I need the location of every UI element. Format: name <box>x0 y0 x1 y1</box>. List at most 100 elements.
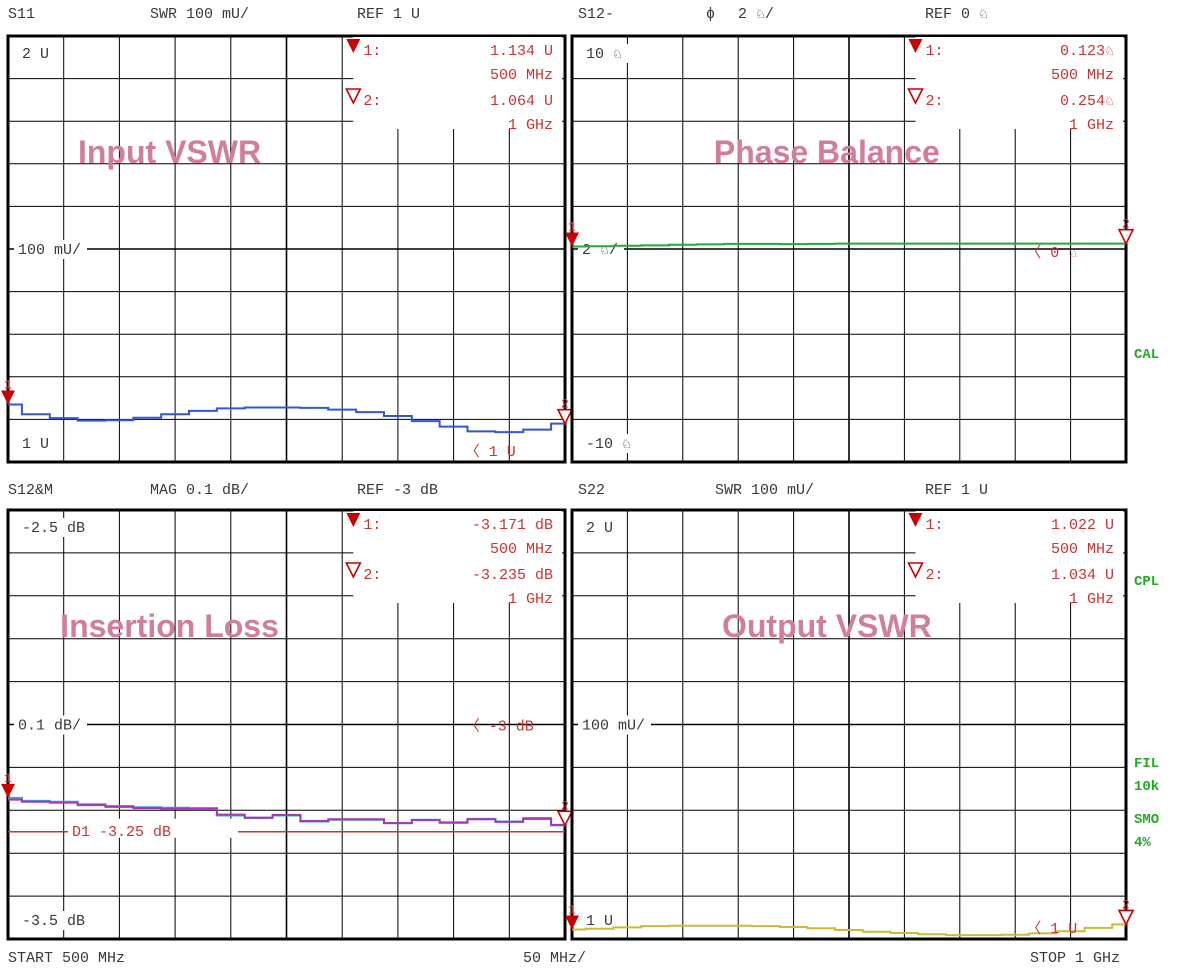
trace-marker-2-label: 2 <box>1122 217 1130 232</box>
trace-marker-2 <box>1117 909 1135 927</box>
scale-top-label: 2 U <box>22 46 49 63</box>
marker-id-label: 1: <box>363 43 381 60</box>
marker-freq: 500 MHz <box>490 67 553 84</box>
trace-marker-1-label: 1 <box>568 219 576 234</box>
scale-bottom-label: -10 ♘ <box>586 436 631 453</box>
marker-id-label: 2: <box>363 93 381 110</box>
trace-format-label: SWR 100 mU/ <box>715 482 814 499</box>
marker-value: 1.064 U <box>490 93 553 110</box>
scale-division-label: 0.1 dB/ <box>18 718 81 735</box>
marker-freq: 500 MHz <box>1051 67 1114 84</box>
marker-value: -3.235 dB <box>472 567 553 584</box>
chart-panel-3: S12&M MAG 0.1 dB/REF -3 dB -2.5 dB 0.1 dB/ -… <box>1 482 574 941</box>
marker-1-icon <box>908 39 923 53</box>
trace-param-label: S22 <box>578 482 605 499</box>
trace-marker-2-label: 2 <box>561 798 569 813</box>
trace-marker-1-label: 1 <box>4 377 12 392</box>
marker-freq: 1 GHz <box>1069 117 1114 134</box>
chart-panel-2: S12- ϕ 2 ♘/ REF 0 ♘ 10 ♘ 2 ♘/ -10 ♘ Phase Balan… <box>565 6 1135 464</box>
scale-division-label: 2 ♘/ <box>582 242 618 259</box>
trace-ref-label: REF 1 U <box>357 6 420 23</box>
ref-level-indicator: 〈 1 U <box>465 443 516 461</box>
scale-bottom-label-bg <box>582 911 619 930</box>
chart-title: Phase Balance <box>714 134 940 170</box>
trace-marker-2-label: 2 <box>561 397 569 412</box>
scale-top-label-bg <box>582 44 628 63</box>
scale-bottom-label-bg <box>582 434 637 453</box>
scale-division-label-bg <box>578 240 624 259</box>
marker-1-icon <box>908 513 923 527</box>
trace-marker-1 <box>1 783 15 798</box>
marker-freq: 1 GHz <box>508 591 553 608</box>
marker-1-icon <box>346 39 361 53</box>
trace-marker-2 <box>1117 228 1135 246</box>
scale-top-label-bg <box>18 518 91 537</box>
trace-line-1 <box>8 403 565 434</box>
marker-freq: 500 MHz <box>1051 541 1114 558</box>
marker-value: 0.254♘ <box>1060 93 1114 110</box>
trace-ref-label: REF 1 U <box>925 482 988 499</box>
marker-freq: 1 GHz <box>1069 591 1114 608</box>
marker-2-icon <box>907 562 924 579</box>
marker-readout-bg <box>353 511 562 603</box>
scale-bottom-label-bg <box>18 434 55 453</box>
marker-id-label: 2: <box>925 93 943 110</box>
marker-1-icon <box>346 513 361 527</box>
scale-division-label-bg <box>14 240 87 259</box>
trace-marker-1-label: 1 <box>4 771 12 786</box>
trace-ref-label: REF -3 dB <box>357 482 438 499</box>
chart-panel-4: S22 SWR 100 mU/REF 1 U 2 U 100 mU/1 U Output… <box>565 482 1135 941</box>
ref-level-indicator: 〈 1 U <box>1026 920 1077 938</box>
marker-readout-bg <box>915 511 1123 603</box>
scale-top-label: 10 ♘ <box>586 46 622 63</box>
scale-top-label-bg <box>18 44 55 63</box>
ref-level-indicator: 〈 0 ♘ <box>1026 244 1077 262</box>
chart-title: Input VSWR <box>78 134 261 170</box>
frequency-division-label: 50 MHz/ <box>523 950 586 967</box>
marker-2-icon <box>907 88 924 105</box>
trace-marker-1 <box>565 232 579 247</box>
scale-division-label-bg <box>578 715 651 735</box>
trace-line-1 <box>572 923 1126 937</box>
scale-division-label: 100 mU/ <box>18 242 81 259</box>
scale-top-label: 2 U <box>586 520 613 537</box>
trace-line-1 <box>572 242 1126 248</box>
marker-readout-bg <box>353 37 562 129</box>
softkey-status-label: CAL <box>1134 347 1159 363</box>
stop-frequency-label: STOP 1 GHz <box>1030 950 1120 967</box>
trace-param-label: S12- <box>578 6 614 23</box>
scale-top-label: -2.5 dB <box>22 520 85 537</box>
trace-format-label: MAG 0.1 dB/ <box>150 482 249 499</box>
softkey-status-label: CPL <box>1134 574 1159 590</box>
scale-bottom-label: 1 U <box>586 913 613 930</box>
trace-marker-1 <box>565 915 579 930</box>
marker-value: -3.171 dB <box>472 517 553 534</box>
scale-bottom-label-bg <box>18 911 91 930</box>
scale-division-label-bg <box>14 715 87 735</box>
chart-panel-1: S11 SWR 100 mU/REF 1 U 2 U 100 mU/1 U Input … <box>1 6 574 464</box>
limit-label-bg <box>68 818 238 838</box>
marker-value: 1.134 U <box>490 43 553 60</box>
trace-marker-1-label: 1 <box>568 903 576 918</box>
trace-format-label: SWR 100 mU/ <box>150 6 249 23</box>
scale-division-label: 100 mU/ <box>582 718 645 735</box>
scale-bottom-label: -3.5 dB <box>22 913 85 930</box>
trace-marker-2 <box>556 408 574 426</box>
trace-param-label: S11 <box>8 6 35 23</box>
trace-marker-2 <box>556 810 574 828</box>
trace-line-2 <box>8 798 565 826</box>
trace-param-label: S12&M <box>8 482 53 499</box>
marker-value: 1.022 U <box>1051 517 1114 534</box>
marker-id-label: 1: <box>925 517 943 534</box>
start-frequency-label: START 500 MHz <box>8 950 125 967</box>
marker-value: 0.123♘ <box>1060 43 1114 60</box>
softkey-status-label: SMO <box>1134 812 1159 828</box>
marker-id-label: 1: <box>363 517 381 534</box>
ref-level-indicator: 〈 -3 dB <box>465 718 534 736</box>
trace-ref-label: REF 0 ♘ <box>925 6 988 23</box>
softkey-status-label: 4% <box>1134 835 1151 851</box>
softkey-status-label: 10k <box>1134 779 1159 795</box>
scale-top-label-bg <box>582 518 619 537</box>
marker-freq: 1 GHz <box>508 117 553 134</box>
